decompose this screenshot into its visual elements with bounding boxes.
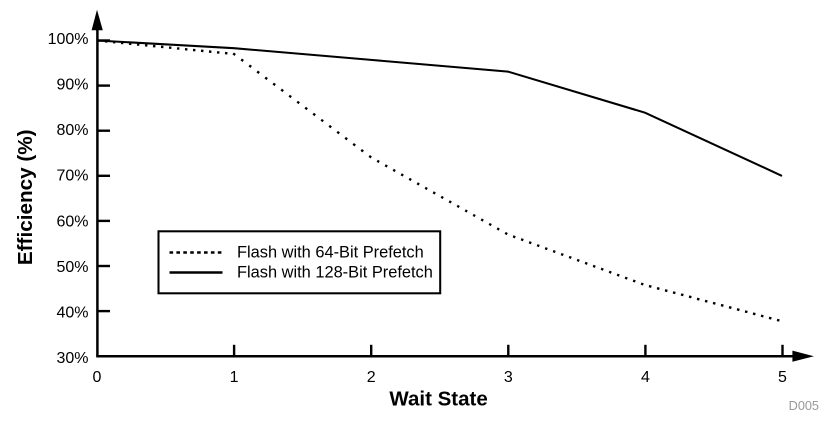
svg-text:4: 4	[641, 369, 650, 386]
svg-text:40%: 40%	[56, 304, 88, 321]
svg-text:2: 2	[367, 369, 376, 386]
svg-text:5: 5	[778, 369, 787, 386]
svg-text:90%: 90%	[56, 77, 88, 94]
svg-text:30%: 30%	[56, 350, 88, 367]
svg-text:60%: 60%	[56, 213, 88, 230]
svg-text:80%: 80%	[56, 122, 88, 139]
svg-text:Flash with 64-Bit Prefetch: Flash with 64-Bit Prefetch	[237, 244, 424, 262]
svg-text:Flash with 128-Bit Prefetch: Flash with 128-Bit Prefetch	[237, 264, 433, 282]
svg-text:50%: 50%	[56, 259, 88, 276]
svg-text:1: 1	[230, 369, 239, 386]
svg-text:0: 0	[93, 369, 102, 386]
svg-text:D005: D005	[789, 399, 819, 413]
svg-text:Efficiency (%): Efficiency (%)	[14, 129, 37, 265]
svg-text:100%: 100%	[48, 31, 89, 48]
svg-text:3: 3	[504, 369, 513, 386]
svg-text:70%: 70%	[56, 168, 88, 185]
svg-text:Wait State: Wait State	[389, 388, 487, 411]
